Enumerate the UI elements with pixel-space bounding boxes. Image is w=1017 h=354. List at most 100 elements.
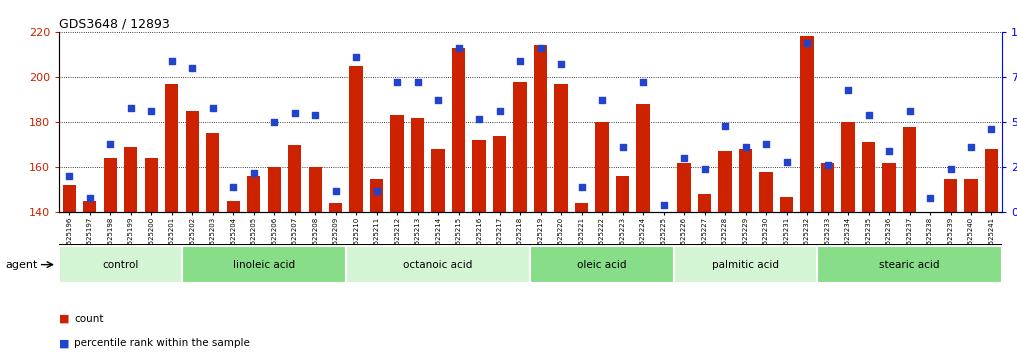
Point — [512, 58, 528, 64]
Text: stearic acid: stearic acid — [880, 259, 940, 270]
Point — [778, 159, 794, 165]
Bar — [124, 147, 137, 212]
Bar — [554, 84, 567, 212]
Point — [635, 80, 651, 85]
Point — [245, 170, 261, 176]
Point — [471, 116, 487, 121]
Bar — [182, 246, 346, 283]
Bar — [206, 133, 220, 212]
Point — [81, 195, 98, 201]
Point — [491, 108, 507, 114]
Point — [820, 162, 836, 168]
Text: ■: ■ — [59, 338, 69, 348]
Point — [737, 144, 754, 150]
Bar — [637, 104, 650, 212]
Point — [184, 65, 200, 71]
Text: count: count — [74, 314, 104, 324]
Bar — [493, 136, 506, 212]
Bar — [104, 158, 117, 212]
Bar — [83, 201, 97, 212]
Point — [594, 98, 610, 103]
Bar — [760, 172, 773, 212]
Bar — [616, 176, 630, 212]
Bar — [63, 185, 76, 212]
Bar — [800, 36, 814, 212]
Point — [61, 173, 77, 179]
Point — [655, 202, 671, 208]
Bar — [267, 167, 281, 212]
Point — [921, 195, 938, 201]
Point — [430, 98, 446, 103]
Bar — [346, 246, 531, 283]
Point — [717, 123, 733, 129]
Point — [102, 141, 118, 147]
Bar — [718, 152, 731, 212]
Bar — [534, 45, 547, 212]
Bar — [391, 115, 404, 212]
Point — [881, 148, 897, 154]
Point — [287, 110, 303, 116]
Text: linoleic acid: linoleic acid — [233, 259, 295, 270]
Bar — [818, 246, 1002, 283]
Bar — [185, 111, 199, 212]
Point — [204, 105, 221, 110]
Bar — [944, 178, 957, 212]
Bar — [674, 246, 818, 283]
Bar — [350, 66, 363, 212]
Point — [164, 58, 180, 64]
Bar — [575, 203, 588, 212]
Bar — [473, 140, 486, 212]
Point — [614, 144, 631, 150]
Bar — [144, 158, 158, 212]
Bar — [984, 149, 998, 212]
Point — [840, 87, 856, 92]
Bar — [964, 178, 977, 212]
Point — [451, 45, 467, 51]
Bar — [821, 163, 834, 212]
Bar — [531, 246, 674, 283]
Point — [410, 80, 426, 85]
Point — [307, 112, 323, 118]
Point — [390, 80, 406, 85]
Bar — [657, 212, 670, 222]
Bar — [698, 194, 711, 212]
Bar — [308, 167, 321, 212]
Point — [533, 45, 549, 51]
Point — [225, 184, 241, 190]
Text: percentile rank within the sample: percentile rank within the sample — [74, 338, 250, 348]
Point — [368, 188, 384, 194]
Point — [574, 184, 590, 190]
Point — [553, 62, 570, 67]
Bar — [59, 246, 182, 283]
Text: oleic acid: oleic acid — [578, 259, 626, 270]
Text: agent: agent — [5, 259, 38, 270]
Text: GDS3648 / 12893: GDS3648 / 12893 — [59, 18, 170, 31]
Bar — [431, 149, 444, 212]
Bar — [883, 163, 896, 212]
Bar — [411, 118, 424, 212]
Bar — [903, 127, 916, 212]
Point — [676, 155, 693, 161]
Text: control: control — [103, 259, 138, 270]
Bar — [330, 203, 343, 212]
Bar — [247, 176, 260, 212]
Point — [143, 108, 160, 114]
Bar — [780, 196, 793, 212]
Point — [327, 188, 344, 194]
Bar — [165, 84, 178, 212]
Point — [860, 112, 877, 118]
Bar — [452, 48, 466, 212]
Point — [266, 119, 283, 125]
Bar — [739, 149, 753, 212]
Bar — [227, 201, 240, 212]
Point — [963, 144, 979, 150]
Point — [983, 126, 1000, 132]
Point — [758, 141, 774, 147]
Bar — [677, 163, 691, 212]
Text: octanoic acid: octanoic acid — [404, 259, 473, 270]
Point — [697, 166, 713, 172]
Text: palmitic acid: palmitic acid — [712, 259, 779, 270]
Bar — [288, 145, 301, 212]
Point — [799, 40, 816, 46]
Text: ■: ■ — [59, 314, 69, 324]
